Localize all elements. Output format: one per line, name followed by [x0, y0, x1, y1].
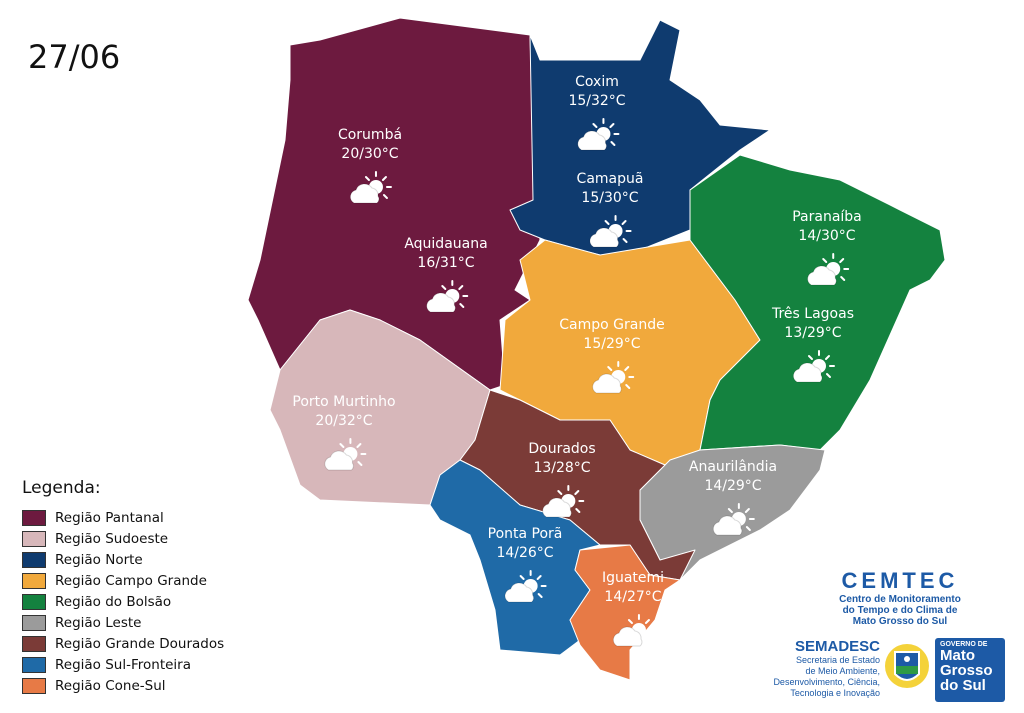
partly-cloudy-icon: [792, 350, 835, 383]
partly-cloudy-icon: [576, 118, 619, 151]
cemtec-logo: CEMTEC Centro de Monitoramento do Tempo …: [770, 568, 1020, 627]
cemtec-sub: Mato Grosso do Sul: [852, 616, 948, 627]
partly-cloudy-icon: [323, 438, 366, 471]
city-temperature: 15/32°C: [568, 93, 626, 109]
partly-cloudy-icon: [349, 171, 392, 204]
legend-swatch: [22, 677, 46, 694]
gov-line: do Sul: [940, 677, 986, 694]
city-forecast[interactable]: Campo Grande 15/29°C: [559, 316, 665, 394]
city-name: Três Lagoas: [771, 306, 855, 322]
city-temperature: 15/30°C: [581, 190, 639, 206]
gov-line: Mato: [940, 647, 975, 664]
city-temperature: 14/29°C: [704, 478, 762, 494]
city-temperature: 14/26°C: [496, 545, 554, 561]
partly-cloudy-icon: [541, 485, 584, 518]
cemtec-title: CEMTEC: [841, 568, 959, 593]
city-temperature: 14/27°C: [604, 589, 662, 605]
legend-swatch: [22, 614, 46, 631]
legend-label: Região Cone-Sul: [55, 677, 166, 694]
legend-swatch: [22, 635, 46, 652]
city-forecast[interactable]: Corumbá 20/30°C: [338, 126, 402, 204]
city-temperature: 13/29°C: [784, 325, 842, 341]
gov-line: Grosso: [940, 662, 993, 679]
city-name: Porto Murtinho: [292, 394, 396, 410]
city-temperature: 20/32°C: [315, 413, 373, 429]
legend-item: Região Campo Grande: [22, 570, 224, 591]
legend-swatch: [22, 593, 46, 610]
legend-swatch: [22, 530, 46, 547]
semadesc-logo: SEMADESC Secretaria de Estado de Meio Am…: [770, 638, 880, 699]
legend-item: Região do Bolsão: [22, 591, 224, 612]
state-crest-icon: [885, 644, 929, 688]
city-temperature: 13/28°C: [533, 460, 591, 476]
legend-title: Legenda:: [22, 478, 101, 498]
city-name: Iguatemi: [601, 570, 665, 586]
cemtec-sub: do Tempo e do Clima de: [842, 605, 958, 616]
city-forecast[interactable]: Ponta Porã 14/26°C: [487, 525, 563, 603]
legend-label: Região Grande Dourados: [55, 635, 225, 652]
semadesc-sub: Desenvolvimento, Ciência,: [773, 677, 880, 687]
city-forecast[interactable]: Anaurilândia 14/29°C: [689, 458, 777, 536]
legend-item: Região Grande Dourados: [22, 633, 224, 654]
semadesc-sub: Tecnologia e Inovação: [790, 688, 880, 698]
partly-cloudy-icon: [589, 215, 632, 248]
legend-item: Região Cone-Sul: [22, 675, 224, 696]
city-name: Aquidauana: [404, 236, 488, 252]
region-norte[interactable]: [509, 19, 771, 261]
city-forecast[interactable]: Coxim 15/32°C: [568, 73, 626, 151]
legend-swatch: [22, 572, 46, 589]
legend-item: Região Leste: [22, 612, 224, 633]
city-forecast[interactable]: Porto Murtinho 20/32°C: [292, 393, 396, 471]
city-name: Coxim: [575, 74, 619, 90]
city-name: Campo Grande: [559, 317, 665, 333]
cemtec-sub: Centro de Monitoramento: [839, 594, 961, 605]
legend-item: Região Pantanal: [22, 507, 224, 528]
city-name: Anaurilândia: [688, 459, 778, 475]
legend-swatch: [22, 551, 46, 568]
city-name: Paranaíba: [792, 209, 862, 225]
city-forecast[interactable]: Dourados 13/28°C: [528, 440, 596, 518]
legend: Legenda: Região Pantanal Região Sudoeste…: [22, 478, 224, 696]
city-forecast[interactable]: Camapuã 15/30°C: [576, 170, 644, 248]
forecast-date: 27/06: [28, 38, 121, 76]
region-bolsao[interactable]: [689, 154, 946, 451]
semadesc-title: SEMADESC: [794, 638, 880, 655]
city-name: Corumbá: [337, 127, 403, 143]
city-forecast[interactable]: Iguatemi 14/27°C: [602, 569, 664, 647]
city-forecast[interactable]: Aquidauana 16/31°C: [404, 235, 488, 313]
city-name: Camapuã: [576, 171, 644, 187]
legend-item: Região Sul-Fronteira: [22, 654, 224, 675]
partly-cloudy-icon: [612, 614, 655, 647]
city-temperature: 15/29°C: [583, 336, 641, 352]
partly-cloudy-icon: [425, 280, 468, 313]
logos: CEMTEC Centro de Monitoramento do Tempo …: [770, 568, 1020, 702]
legend-label: Região Campo Grande: [55, 572, 207, 589]
region-cone-sul[interactable]: [569, 544, 681, 681]
city-temperature: 14/30°C: [798, 228, 856, 244]
partly-cloudy-icon: [504, 570, 547, 603]
legend-swatch: [22, 656, 46, 673]
legend-swatch: [22, 509, 46, 526]
legend-label: Região Pantanal: [55, 509, 164, 526]
legend-label: Região Leste: [55, 614, 142, 631]
semadesc-sub: de Meio Ambiente,: [805, 666, 880, 676]
partly-cloudy-icon: [712, 503, 755, 536]
semadesc-sub: Secretaria de Estado: [795, 655, 880, 665]
city-name: Ponta Porã: [487, 526, 563, 542]
legend-label: Região Sul-Fronteira: [55, 656, 191, 673]
partly-cloudy-icon: [591, 361, 634, 394]
partly-cloudy-icon: [806, 253, 849, 286]
city-forecast[interactable]: Paranaíba 14/30°C: [792, 208, 862, 286]
government-logo: GOVERNO DE Mato Grosso do Sul: [935, 638, 1005, 702]
city-temperature: 20/30°C: [341, 146, 399, 162]
legend-label: Região Sudoeste: [55, 530, 169, 547]
city-name: Dourados: [528, 441, 596, 457]
legend-item: Região Sudoeste: [22, 528, 224, 549]
legend-label: Região do Bolsão: [55, 593, 172, 610]
legend-label: Região Norte: [55, 551, 143, 568]
city-forecast[interactable]: Três Lagoas 13/29°C: [772, 305, 854, 383]
city-temperature: 16/31°C: [417, 255, 475, 271]
legend-item: Região Norte: [22, 549, 224, 570]
gov-small: GOVERNO DE: [940, 641, 988, 648]
